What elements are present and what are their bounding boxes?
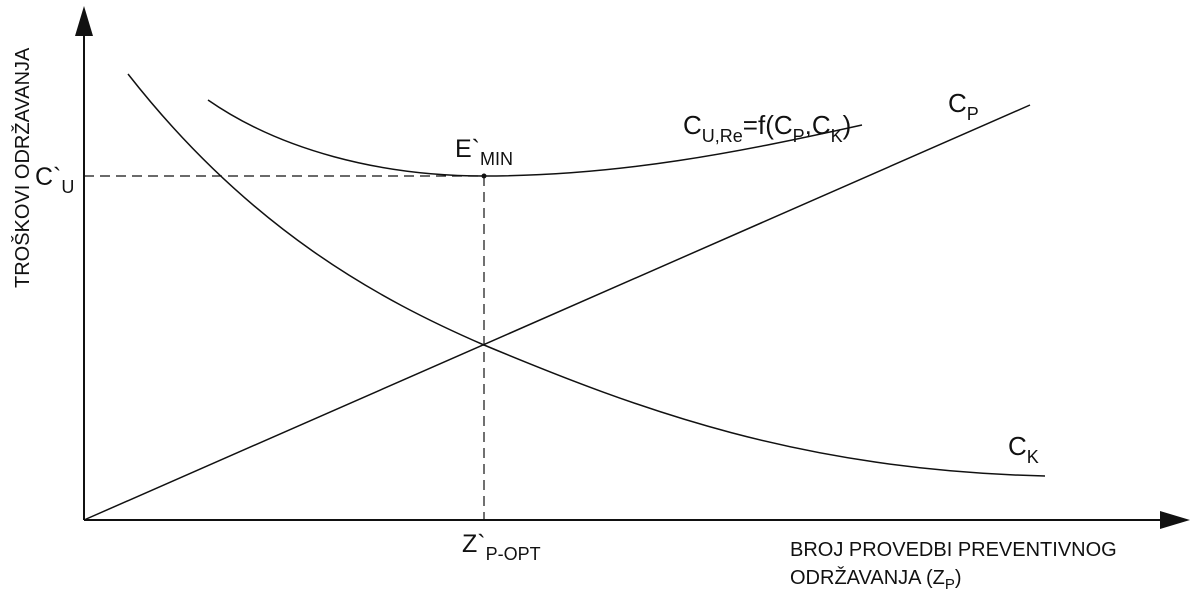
min-point-label: E`MIN [455,135,513,169]
min-point-marker [481,173,487,179]
x-axis-title-line2: ODRŽAVANJA (ZP) [790,566,962,591]
corrective-cost-curve [127,73,1046,477]
y-axis-title: TROŠKOVI ODRŽAVANJA [11,47,34,288]
total-cost-curve-label: CU,Re=f(CP,CK) [683,110,851,146]
preventive-cost-line [83,104,1031,521]
y-axis-arrow [75,6,93,36]
x-tick-label: Z`P-OPT [462,530,541,564]
preventive-cost-label: CP [948,88,979,124]
y-tick-label: C`U [35,163,74,197]
x-axis-title-line1: BROJ PROVEDBI PREVENTIVNOG [790,539,1117,561]
x-axis-arrow [1160,511,1190,529]
corrective-cost-label: CK [1008,431,1039,467]
